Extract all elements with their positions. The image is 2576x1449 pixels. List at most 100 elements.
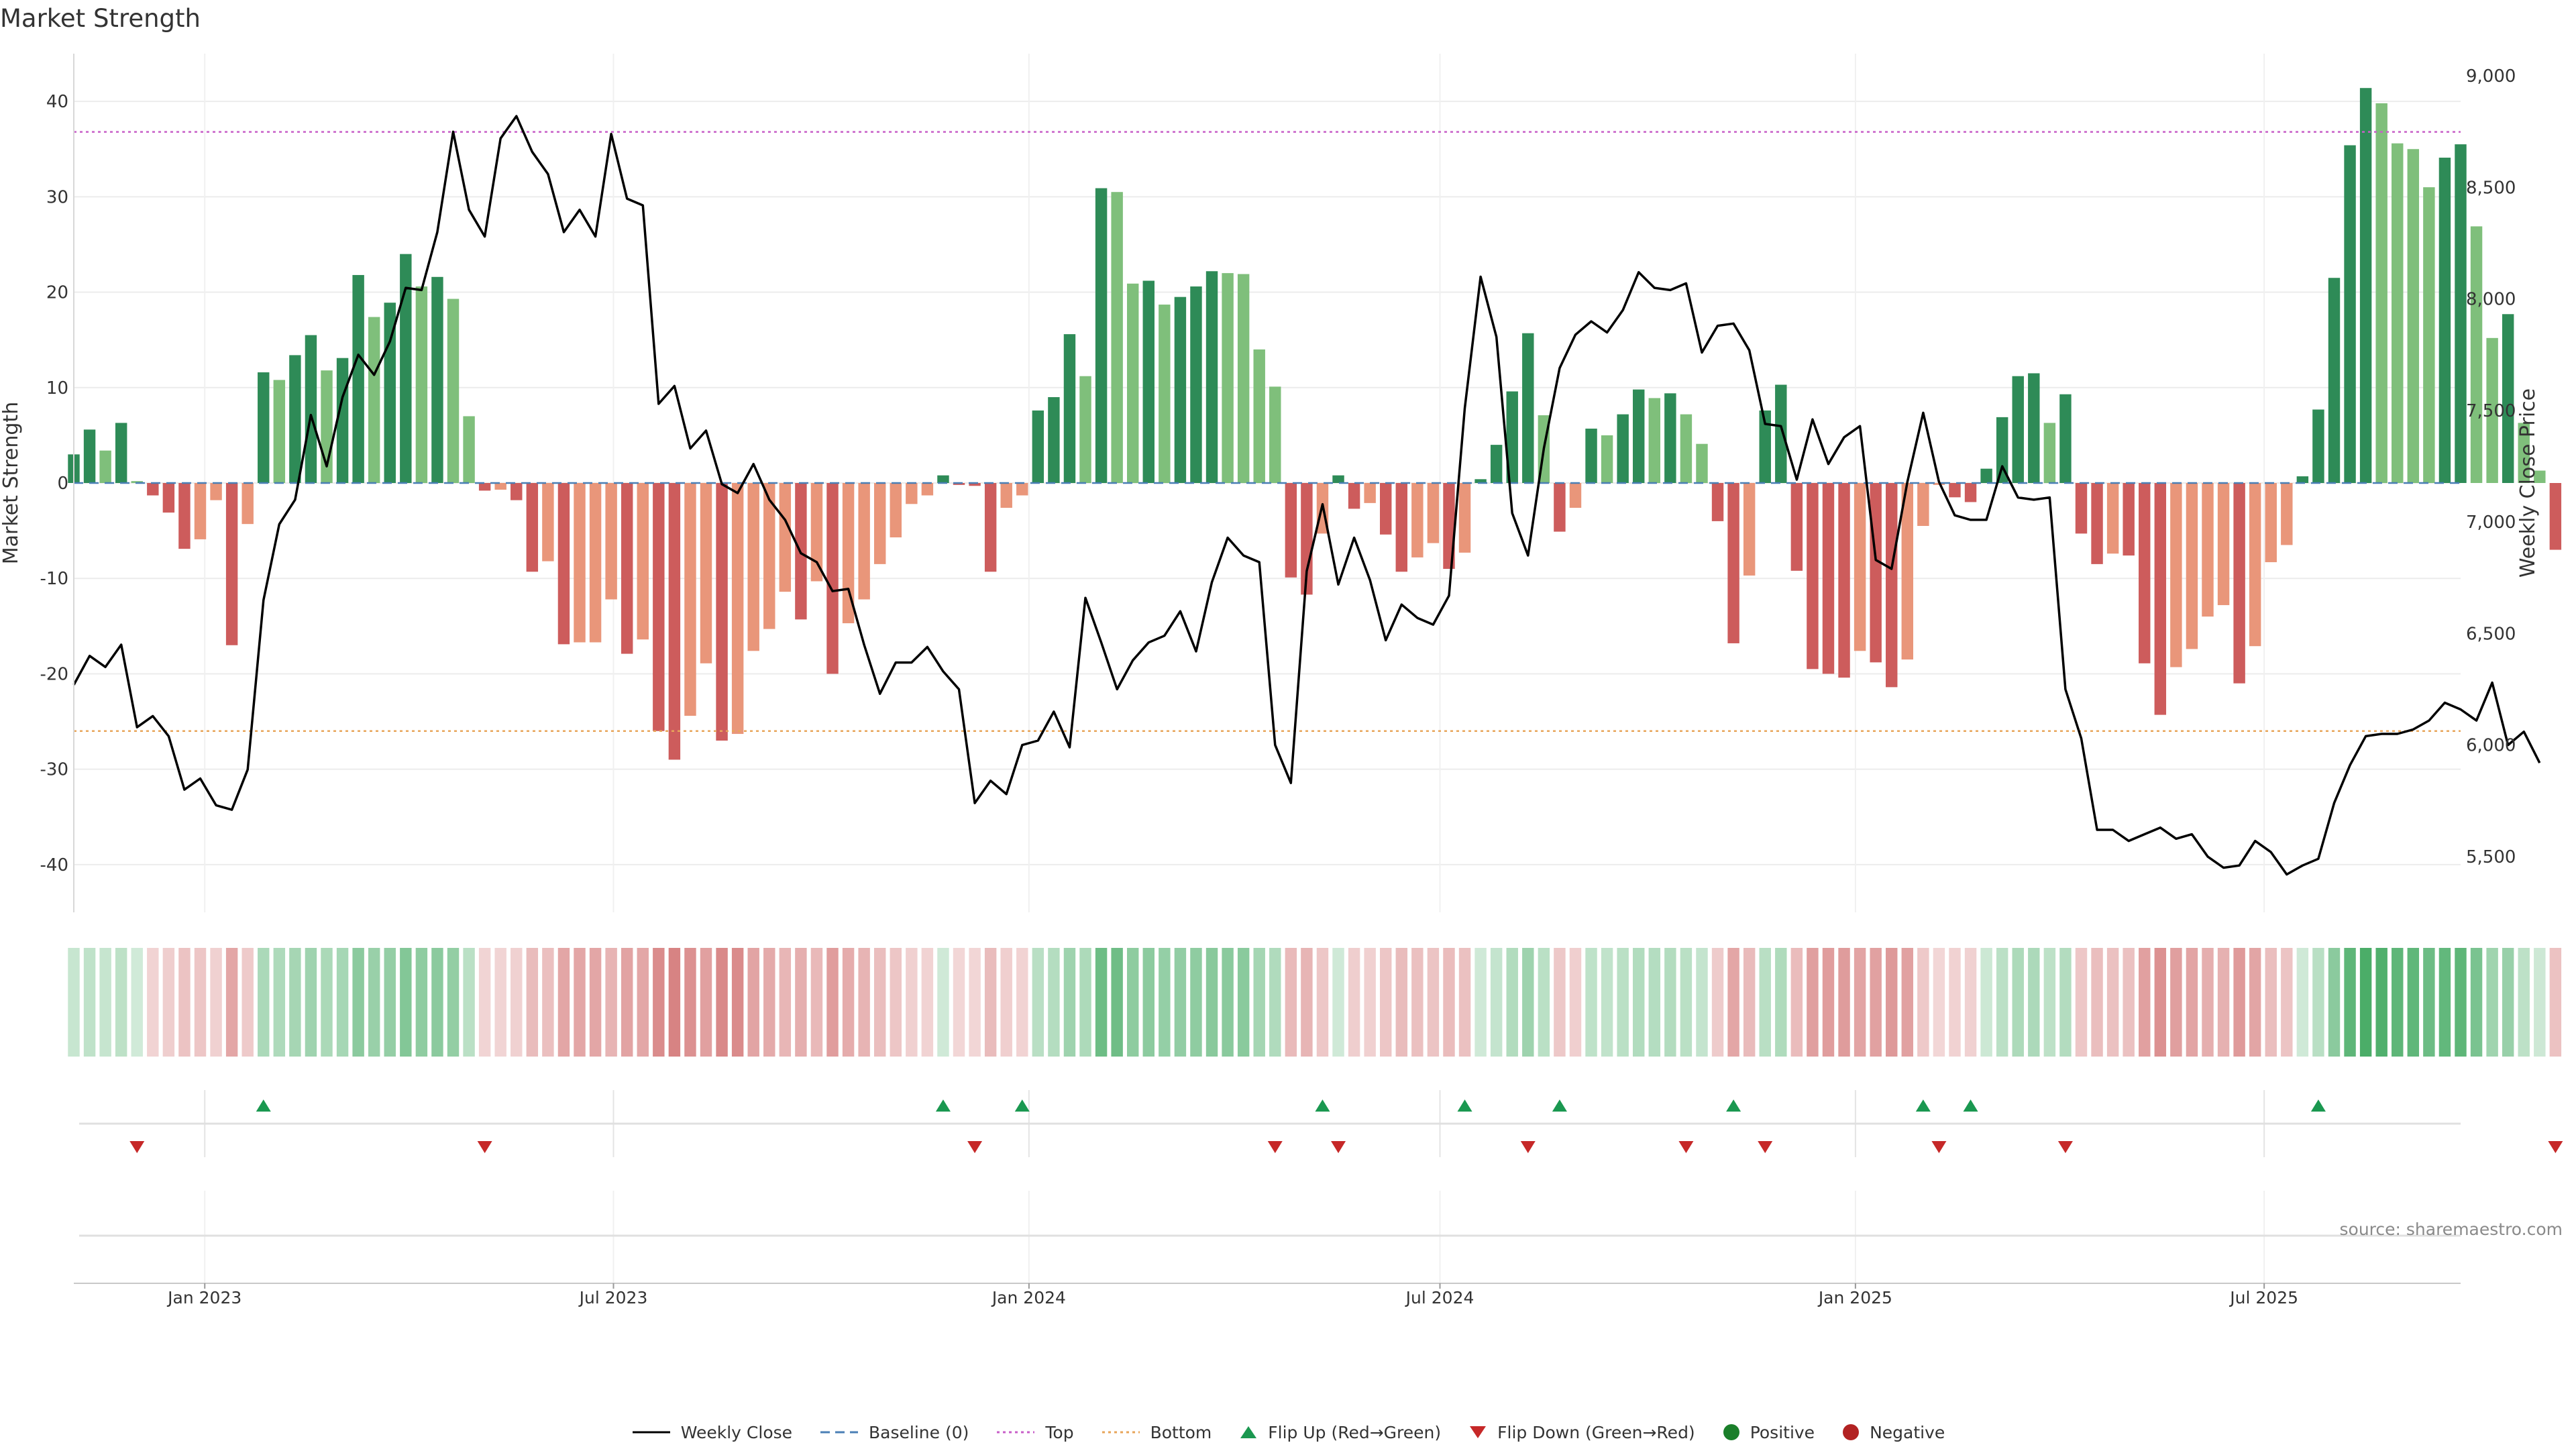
heat-cell [147, 948, 159, 1057]
flip-up-marker [935, 1099, 951, 1112]
strength-bar [2249, 483, 2261, 647]
strength-bar [1285, 483, 1297, 578]
heat-cell [1980, 948, 1992, 1057]
strength-bar [1364, 483, 1376, 503]
heat-cell [431, 948, 443, 1057]
heat-cell [415, 948, 428, 1057]
strength-bar [2123, 483, 2135, 556]
strength-bar [2265, 483, 2277, 563]
strength-bar [289, 355, 301, 483]
x-tick-label: Jul 2023 [578, 1288, 648, 1307]
strength-bar [1348, 483, 1360, 509]
strength-bar [2091, 483, 2103, 564]
heat-cell [921, 948, 934, 1057]
heat-cell [447, 948, 460, 1057]
strength-bar [2028, 373, 2040, 483]
heat-cell [605, 948, 617, 1057]
strength-bar [131, 481, 143, 483]
heat-cell [2344, 948, 2356, 1057]
heat-cell [2028, 948, 2040, 1057]
heat-cell [2217, 948, 2230, 1057]
strength-bar [1301, 483, 1313, 595]
heat-cell [984, 948, 997, 1057]
heat-cell [1743, 948, 1756, 1057]
strength-bar [2344, 145, 2356, 484]
legend-label-top: Top [1045, 1422, 1074, 1442]
heat-cell [273, 948, 286, 1057]
strength-bar [225, 483, 238, 645]
strength-bar [1522, 333, 1534, 483]
flip-up-marker [1915, 1099, 1931, 1112]
strength-bar [2423, 187, 2435, 483]
weekly-close-line [72, 115, 2541, 876]
heat-cell [2202, 948, 2214, 1057]
strength-bar [1474, 479, 1487, 483]
heat-cell [99, 948, 111, 1057]
heat-cell [1538, 948, 1550, 1057]
heat-cell [400, 948, 412, 1057]
flip-up-marker [1726, 1099, 1741, 1112]
strength-bar [557, 483, 570, 645]
line-swatch-icon [632, 1431, 670, 1434]
heat-cell [2186, 948, 2198, 1057]
heat-cell [1222, 948, 1234, 1057]
y-tick-label-left: -30 [40, 760, 68, 780]
strength-bar [1585, 428, 1597, 483]
heat-cell [1411, 948, 1424, 1057]
strength-bar [1601, 435, 1613, 483]
heat-cell [1253, 948, 1265, 1057]
heat-cell [1237, 948, 1250, 1057]
flip-up-marker [2310, 1099, 2326, 1112]
x-tick-label: Jul 2024 [1405, 1288, 1474, 1307]
flip-down-marker [477, 1141, 492, 1153]
y-tick-label-right: 7,000 [2466, 513, 2516, 533]
heat-cell [2012, 948, 2024, 1057]
x-tick-label: Jul 2025 [2229, 1288, 2298, 1307]
y-tick-label-left: 0 [57, 474, 68, 494]
legend-label-weekly-close: Weekly Close [680, 1422, 793, 1442]
strength-bar [2217, 483, 2230, 606]
strength-bar [2170, 483, 2182, 667]
heat-cell [2423, 948, 2435, 1057]
heat-cell [1727, 948, 1739, 1057]
strength-bar [953, 483, 965, 485]
strength-bar [83, 429, 96, 483]
strength-bar [1032, 410, 1044, 483]
strength-bar [542, 483, 554, 561]
heat-cell [1522, 948, 1534, 1057]
strength-bar [984, 483, 997, 572]
strength-bar [937, 475, 949, 483]
heat-cell [194, 948, 207, 1057]
strength-bar [526, 483, 539, 572]
heat-cell [1458, 948, 1471, 1057]
heat-cell [1000, 948, 1012, 1057]
strength-bar [1964, 483, 1977, 502]
heat-cell [289, 948, 301, 1057]
flip-markers [129, 1099, 2563, 1153]
heat-cell [1617, 948, 1629, 1057]
heat-cell [2486, 948, 2498, 1057]
strength-bar [684, 483, 696, 716]
strength-bar [511, 483, 523, 500]
heat-cell [1285, 948, 1297, 1057]
heat-cell [2139, 948, 2151, 1057]
strength-bar [605, 483, 617, 600]
y-axis-label-right: Weekly Close Price [2516, 388, 2540, 578]
heat-cell [873, 948, 886, 1057]
strength-bar [1949, 483, 1961, 498]
strength-bar [1617, 414, 1629, 483]
strength-bar [115, 423, 127, 483]
reference-lines [74, 131, 2461, 733]
heat-cell [2123, 948, 2135, 1057]
strength-bar [2296, 476, 2309, 483]
strength-bar [2518, 423, 2530, 483]
source-note: source: sharemaestro.com [2339, 1220, 2563, 1239]
heat-cell [305, 948, 317, 1057]
heat-cell [795, 948, 807, 1057]
legend-item-bottom: Bottom [1101, 1423, 1212, 1442]
y-tick-label-right: 5,500 [2466, 847, 2516, 867]
heat-cell [2502, 948, 2514, 1057]
heat-cell [2075, 948, 2088, 1057]
heat-cell [1759, 948, 1771, 1057]
